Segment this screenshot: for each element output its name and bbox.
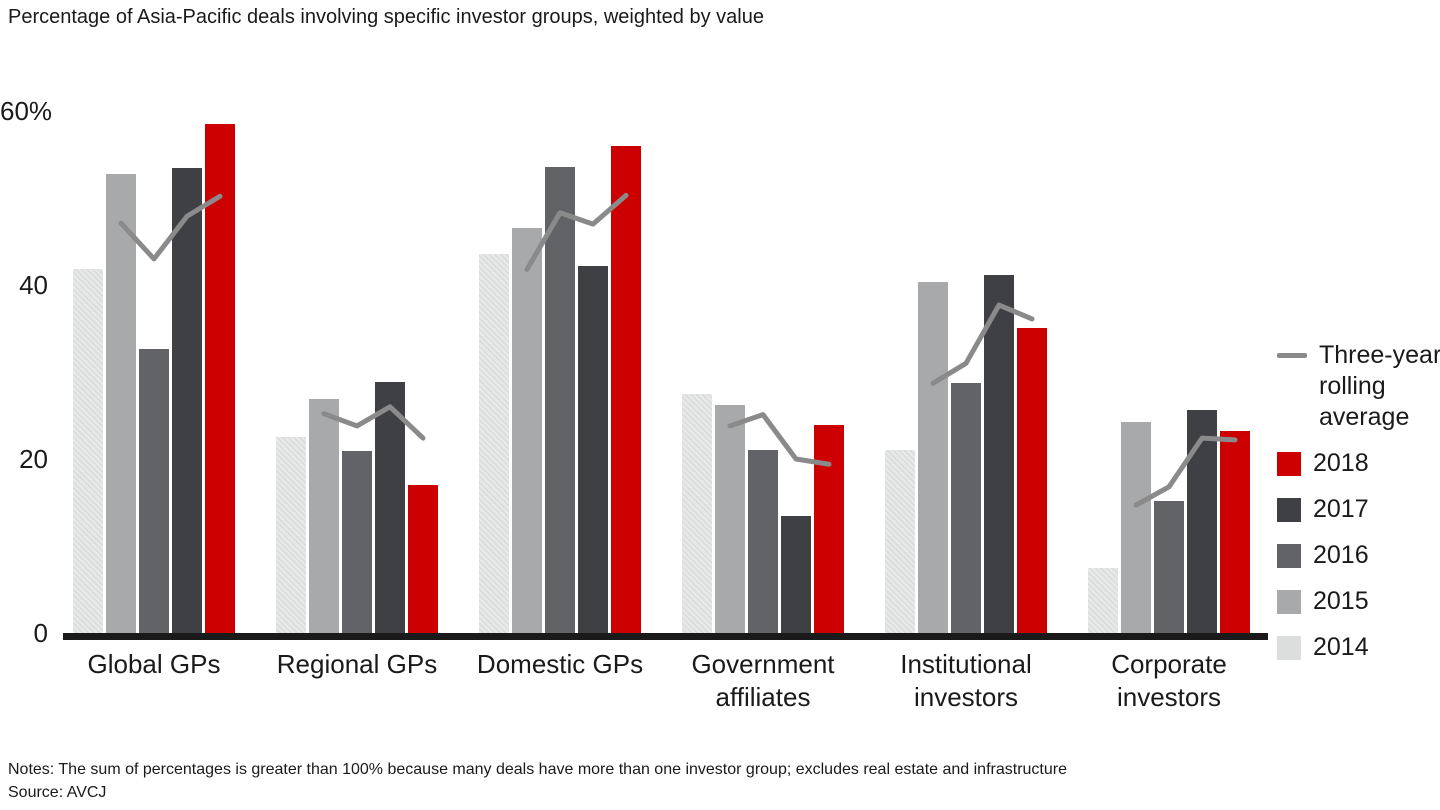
notes-text: Notes: The sum of percentages is greater…	[8, 761, 1067, 778]
legend-color-swatch	[1277, 635, 1301, 660]
legend-item-three-year-rolling-average: Three-year rolling average	[1277, 340, 1440, 433]
category-label-regional-gps: Regional GPs	[276, 649, 438, 679]
bar-2017-government-affiliates	[781, 516, 811, 633]
source-text: Source: AVCJ	[8, 784, 107, 801]
bar-2014-institutional-investors	[885, 450, 915, 633]
bar-2014-corporate-investors	[1088, 568, 1118, 633]
bar-2015-regional-gps	[309, 399, 339, 633]
bar-2017-domestic-gps	[578, 266, 608, 633]
legend-color-swatch	[1277, 543, 1301, 568]
bar-2018-institutional-investors	[1017, 328, 1047, 633]
bar-2017-institutional-investors	[984, 275, 1014, 633]
legend-label: 2014	[1313, 633, 1369, 661]
bar-2018-regional-gps	[408, 485, 438, 633]
legend-label: 2017	[1313, 495, 1369, 523]
legend-item-2016: 2016	[1277, 540, 1440, 571]
bar-2015-corporate-investors	[1121, 422, 1151, 633]
bar-2018-government-affiliates	[814, 425, 844, 633]
legend-color-swatch	[1277, 451, 1301, 476]
bar-2018-global-gps	[205, 124, 235, 633]
y-tick-60: 60%	[0, 96, 53, 126]
y-tick-40: 40	[19, 270, 48, 300]
bar-2014-regional-gps	[276, 437, 306, 633]
bar-2016-regional-gps	[342, 451, 372, 633]
bar-2016-corporate-investors	[1154, 501, 1184, 633]
y-tick-0: 0	[33, 618, 48, 648]
bar-2018-domestic-gps	[611, 146, 641, 633]
bar-2017-global-gps	[172, 168, 202, 633]
bar-2014-global-gps	[73, 269, 103, 633]
category-label-domestic-gps: Domestic GPs	[476, 649, 644, 679]
category-label-government-affiliates: Government affiliates	[691, 649, 835, 712]
legend-label: 2018	[1313, 449, 1369, 477]
bar-2014-domestic-gps	[479, 254, 509, 633]
bar-2017-corporate-investors	[1187, 410, 1217, 633]
bar-2015-global-gps	[106, 174, 136, 633]
bar-2017-regional-gps	[375, 382, 405, 633]
bar-2014-government-affiliates	[682, 394, 712, 633]
legend-label: 2016	[1313, 541, 1369, 569]
bar-2015-government-affiliates	[715, 405, 745, 633]
bar-2016-government-affiliates	[748, 450, 778, 633]
bar-2015-domestic-gps	[512, 228, 542, 633]
bar-2018-corporate-investors	[1220, 431, 1250, 633]
legend-item-2014: 2014	[1277, 632, 1440, 663]
category-label-corporate-investors: Corporate investors	[1111, 649, 1227, 712]
y-tick-20: 20	[19, 444, 48, 474]
category-label-global-gps: Global GPs	[87, 649, 221, 679]
bar-2015-institutional-investors	[918, 282, 948, 633]
legend-item-2018: 2018	[1277, 448, 1440, 479]
category-label-institutional-investors: Institutional investors	[900, 649, 1032, 712]
chart-title: Percentage of Asia-Pacific deals involvi…	[8, 6, 764, 28]
legend-color-swatch	[1277, 589, 1301, 614]
legend-color-swatch	[1277, 497, 1301, 522]
legend-label: Three-year rolling average	[1319, 341, 1440, 431]
x-axis-line	[63, 633, 1268, 640]
bar-2016-institutional-investors	[951, 383, 981, 633]
legend-label: 2015	[1313, 587, 1369, 615]
legend-item-2017: 2017	[1277, 494, 1440, 525]
bar-2016-global-gps	[139, 349, 169, 633]
footnotes: Notes: The sum of percentages is greater…	[8, 758, 1067, 804]
legend-line-swatch	[1277, 353, 1307, 358]
legend: Three-year rolling average 2018 2017 2016 20…	[1277, 340, 1440, 663]
bar-2016-domestic-gps	[545, 167, 575, 633]
legend-item-2015: 2015	[1277, 586, 1440, 617]
